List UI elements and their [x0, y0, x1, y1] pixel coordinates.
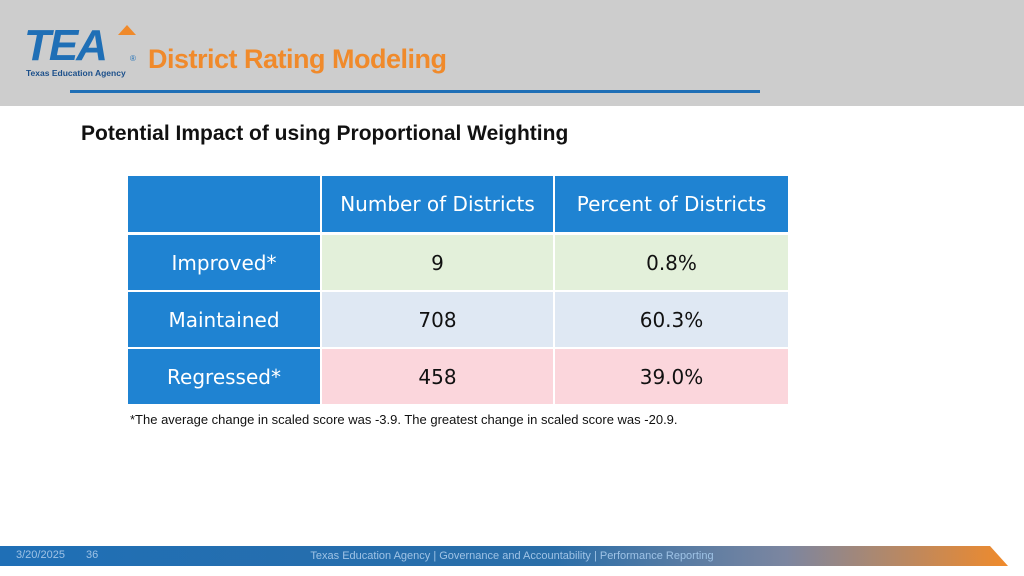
percent-cell: 60.3%	[554, 291, 788, 349]
impact-table: Number of Districts Percent of Districts…	[128, 176, 788, 406]
logo-subtitle: Texas Education Agency	[26, 68, 126, 78]
percent-cell: 0.8%	[554, 233, 788, 292]
slide-subtitle: Potential Impact of using Proportional W…	[81, 122, 569, 145]
column-header-empty	[128, 176, 322, 235]
footer-page-number: 36	[86, 549, 99, 561]
header-divider	[70, 90, 760, 93]
number-cell: 9	[321, 233, 555, 292]
logo-wordmark: TEA	[24, 21, 108, 70]
column-header-number: Number of Districts	[321, 176, 555, 235]
footer-corner-cut	[990, 546, 1008, 566]
table-row: Improved* 9 0.8%	[128, 233, 788, 292]
tea-logo: TEA ® Texas Education Agency	[24, 24, 144, 80]
slide-title: District Rating Modeling	[148, 44, 447, 74]
slide-footer: 3/20/2025 36 Texas Education Agency | Go…	[0, 546, 1024, 576]
number-cell: 708	[321, 291, 555, 349]
table-header-row: Number of Districts Percent of Districts	[128, 176, 788, 235]
footer-text: Texas Education Agency | Governance and …	[310, 550, 714, 562]
column-header-percent: Percent of Districts	[554, 176, 788, 235]
logo-roof-icon	[118, 25, 136, 35]
row-label: Regressed*	[128, 348, 322, 406]
number-cell: 458	[321, 348, 555, 406]
row-label: Improved*	[128, 233, 322, 292]
row-label: Maintained	[128, 291, 322, 349]
table-row: Maintained 708 60.3%	[128, 291, 788, 349]
footer-date: 3/20/2025	[16, 549, 65, 561]
table-row: Regressed* 458 39.0%	[128, 348, 788, 406]
percent-cell: 39.0%	[554, 348, 788, 406]
footer-bar	[0, 546, 1008, 566]
slide-header: TEA ® Texas Education Agency District Ra…	[0, 0, 1024, 106]
logo-registered-mark: ®	[130, 54, 136, 63]
table-footnote: *The average change in scaled score was …	[130, 412, 678, 427]
